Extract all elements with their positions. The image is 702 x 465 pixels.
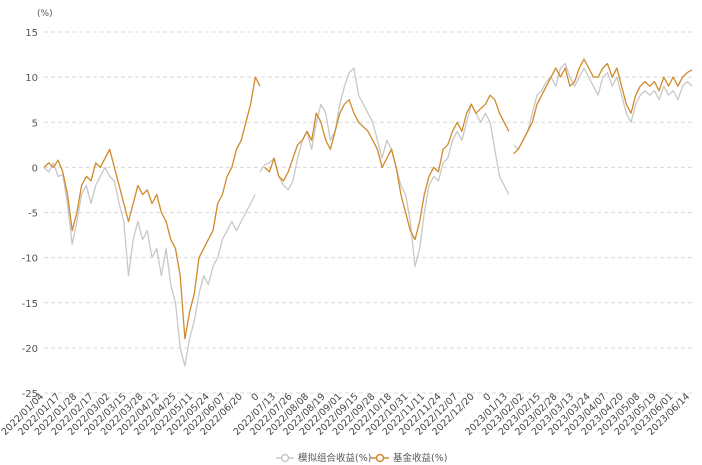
series-line-0-segment-0 — [43, 162, 256, 367]
y-axis-ticks: 15 10 5 0 -5 -10 -15 -20 -25 — [22, 28, 38, 400]
series-line-0-segment-2 — [513, 62, 693, 150]
series-line-1-segment-2 — [513, 58, 693, 155]
legend-label-fund: 基金收益(%) — [393, 452, 447, 464]
legend-label-simulated: 模拟组合收益(%) — [298, 452, 371, 464]
y-tick-label: -15 — [22, 299, 38, 310]
series-line-1-segment-1 — [264, 94, 510, 241]
y-tick-label: -25 — [22, 389, 38, 400]
x-axis-ticks: 2022/01/042022/01/172022/01/282022/02/17… — [0, 391, 692, 438]
y-tick-label: -10 — [22, 254, 38, 265]
y-tick-label: 10 — [25, 73, 38, 84]
y-tick-label: 15 — [25, 28, 38, 39]
legend-item-fund[interactable]: 基金收益(%) — [371, 452, 447, 464]
y-tick-label: 5 — [32, 118, 38, 129]
series-line-1-segment-0 — [43, 76, 261, 340]
y-tick-label: -5 — [28, 209, 38, 220]
series-lines — [43, 58, 693, 367]
y-tick-label: 0 — [32, 163, 38, 174]
y-tick-label: -20 — [22, 344, 38, 355]
y-axis-unit-label: (%) — [37, 9, 53, 19]
legend-marker-fund — [375, 453, 385, 463]
gridlines — [44, 31, 692, 394]
legend-marker-simulated — [280, 453, 290, 463]
series-line-0-segment-1 — [259, 67, 510, 268]
legend-item-simulated[interactable]: 模拟组合收益(%) — [276, 452, 371, 464]
legend[interactable]: 模拟组合收益(%) 基金收益(%) — [276, 452, 447, 464]
